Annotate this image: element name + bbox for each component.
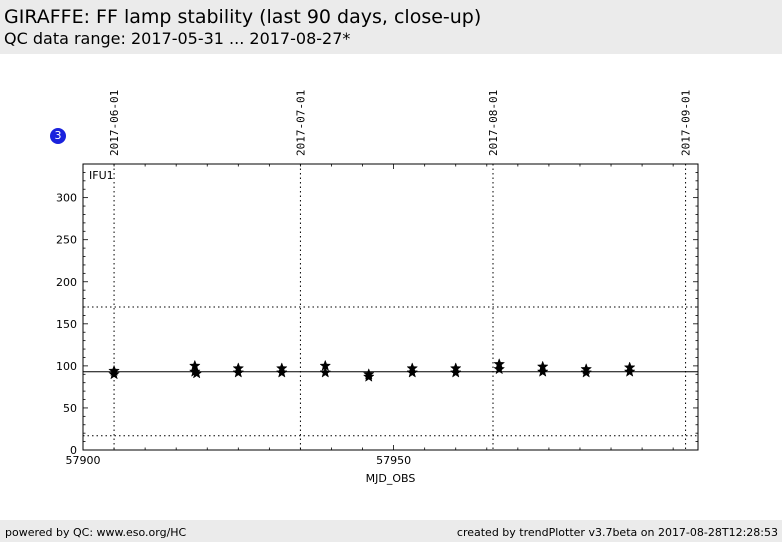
data-point: [362, 370, 375, 382]
x-tick-label: 57950: [376, 454, 411, 467]
y-tick-label: 300: [56, 192, 77, 205]
data-point: [623, 365, 636, 377]
header-bar: GIRAFFE: FF lamp stability (last 90 days…: [0, 0, 782, 54]
y-tick-label: 250: [56, 234, 77, 247]
y-tick-label: 50: [63, 402, 77, 415]
y-tick-label: 150: [56, 318, 77, 331]
data-point: [406, 366, 419, 378]
y-tick-label: 200: [56, 276, 77, 289]
data-point: [232, 366, 245, 378]
date-marker-label: 2017-09-01: [680, 90, 693, 156]
footer-created: created by trendPlotter v3.7beta on 2017…: [456, 526, 778, 539]
y-tick-label: 100: [56, 360, 77, 373]
data-point: [536, 365, 549, 377]
panel-label: IFU1: [89, 169, 114, 182]
page-subtitle: QC data range: 2017-05-31 ... 2017-08-27…: [4, 29, 351, 48]
y-tick-label: 0: [70, 444, 77, 457]
data-point: [449, 366, 462, 378]
date-marker-label: 2017-06-01: [108, 90, 121, 156]
data-point: [190, 367, 203, 379]
data-point: [319, 366, 332, 378]
data-point: [275, 366, 288, 378]
date-marker-label: 2017-07-01: [294, 90, 307, 156]
footer-credit: powered by QC: www.eso.org/HC: [5, 526, 187, 539]
data-point: [108, 368, 120, 380]
data-point: [493, 363, 506, 375]
x-axis-label: MJD_OBS: [366, 472, 416, 485]
footer-bar: powered by QC: www.eso.org/HC created by…: [0, 520, 782, 542]
data-point: [580, 366, 593, 378]
page-title: GIRAFFE: FF lamp stability (last 90 days…: [4, 6, 482, 28]
date-marker-label: 2017-08-01: [487, 90, 500, 156]
ifu-count-badge: 3: [50, 128, 66, 144]
x-tick-label: 57900: [66, 454, 101, 467]
